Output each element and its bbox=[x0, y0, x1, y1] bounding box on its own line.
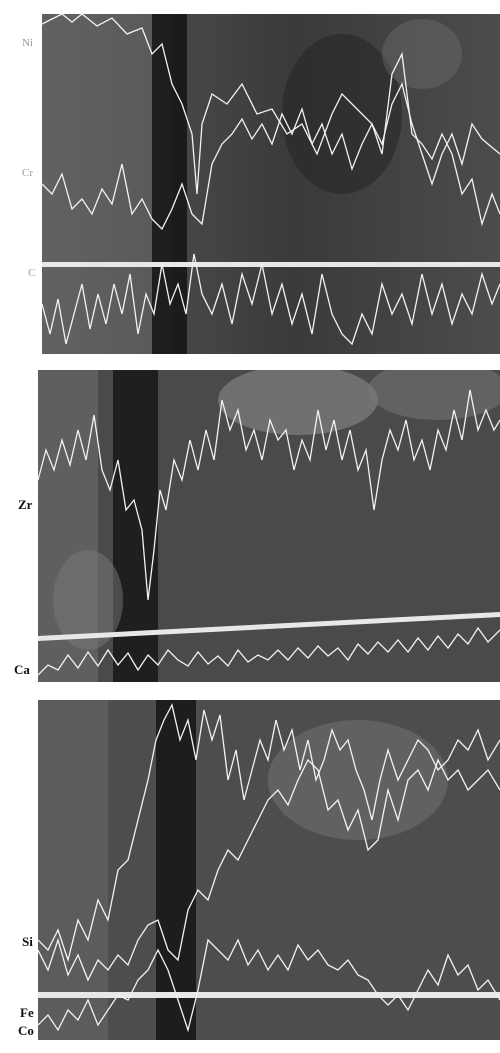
label-cr: Cr bbox=[22, 167, 33, 179]
si-trace-upper bbox=[38, 703, 500, 963]
reference-line bbox=[38, 612, 500, 641]
label-ni: Ni bbox=[22, 37, 33, 49]
zr-trace bbox=[38, 389, 500, 601]
reference-line bbox=[42, 262, 500, 267]
label-co: Co bbox=[18, 1023, 34, 1038]
label-c: C bbox=[28, 267, 36, 279]
dark-band bbox=[113, 370, 158, 682]
ca-trace bbox=[38, 626, 500, 676]
micrograph-panel-top bbox=[42, 14, 500, 354]
label-ca: Ca bbox=[14, 662, 30, 677]
reference-line bbox=[38, 992, 500, 998]
si-trace-lower bbox=[38, 758, 500, 982]
ni-trace bbox=[42, 14, 500, 195]
fe-co-trace bbox=[38, 938, 500, 1033]
c-trace bbox=[42, 253, 500, 346]
micrograph-panel-bottom bbox=[38, 700, 500, 1040]
label-si: Si bbox=[22, 934, 33, 949]
micrograph-panel-middle bbox=[38, 370, 500, 682]
label-zr: Zr bbox=[18, 497, 33, 512]
dark-band bbox=[156, 700, 196, 1040]
cr-trace bbox=[42, 51, 500, 231]
label-fe: Fe bbox=[20, 1005, 34, 1020]
